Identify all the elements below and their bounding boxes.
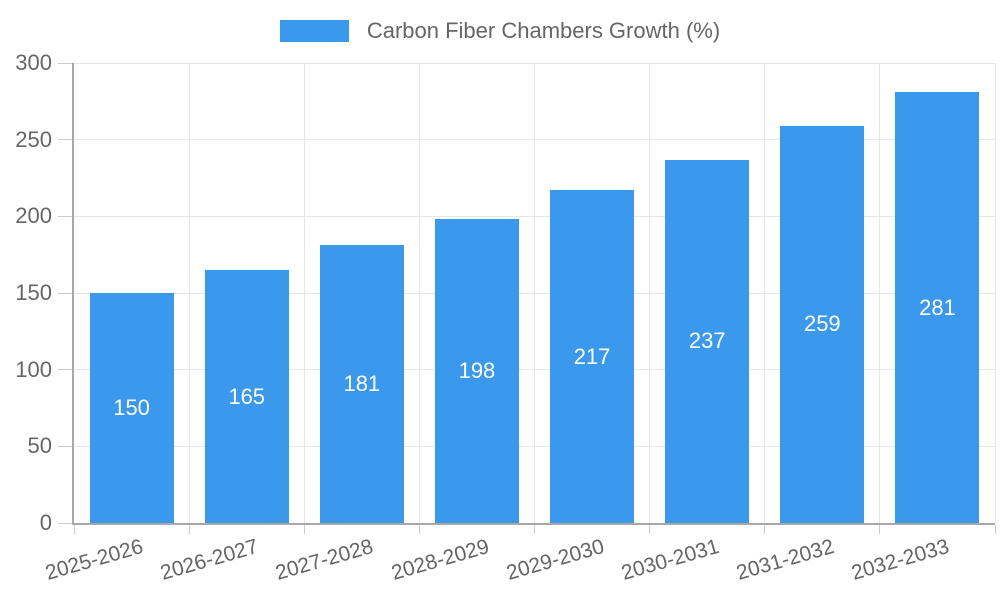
bar[interactable] (665, 159, 750, 523)
y-axis-tick-label: 200 (15, 203, 52, 229)
bar[interactable] (780, 125, 865, 523)
gridline-vertical (534, 63, 535, 523)
x-axis-tick-label: 2026-2027 (158, 535, 262, 585)
gridline-vertical (188, 63, 190, 523)
x-axis-tick-label: 2028-2029 (388, 535, 492, 585)
bar[interactable] (204, 270, 289, 523)
x-axis-tick (303, 525, 305, 534)
bar[interactable] (895, 92, 980, 523)
gridline-vertical (303, 63, 305, 523)
x-axis-tick-label: 2031-2032 (733, 535, 837, 585)
x-axis-tick-label: 2027-2028 (273, 535, 377, 585)
x-axis-tick (994, 525, 996, 534)
x-axis-line (72, 523, 995, 525)
x-axis-tick-label: 2029-2030 (503, 535, 607, 585)
y-axis-tick-label: 300 (15, 50, 52, 75)
bar[interactable] (89, 293, 174, 523)
x-axis-tick (188, 525, 190, 534)
y-axis-tick (58, 445, 72, 447)
legend-label: Carbon Fiber Chambers Growth (%) (366, 18, 721, 43)
y-axis-line (72, 63, 74, 525)
gridline-vertical (418, 63, 420, 523)
x-axis-tick (73, 525, 75, 534)
y-axis-tick (58, 215, 72, 217)
gridline-vertical (764, 63, 766, 523)
y-axis-tick (58, 369, 72, 371)
x-axis-tick-label: 2025-2026 (43, 535, 146, 585)
y-axis-tick (58, 522, 72, 524)
x-axis-tick-label: 2032-2033 (848, 535, 952, 585)
x-axis-tick (879, 525, 881, 534)
x-axis-tick-label: 2030-2031 (618, 535, 722, 585)
bar[interactable] (434, 219, 519, 523)
y-axis-tick (58, 292, 72, 294)
y-axis-tick-label: 100 (15, 356, 52, 382)
y-axis-tick-label: 50 (27, 433, 52, 459)
y-axis-tick-label: 150 (15, 280, 52, 305)
y-axis-tick (58, 139, 72, 141)
x-axis-tick (418, 525, 420, 534)
gridline-vertical (649, 63, 651, 523)
chart-legend: Carbon Fiber Chambers Growth (%) (0, 18, 1000, 44)
legend-swatch-icon (279, 20, 349, 42)
x-axis-tick (534, 525, 535, 534)
bar[interactable] (550, 190, 635, 523)
gridline-vertical (879, 63, 881, 523)
y-axis-tick-label: 250 (15, 126, 52, 152)
bar[interactable] (319, 245, 404, 523)
x-axis-tick (764, 525, 766, 534)
y-axis-tick-label: 0 (39, 510, 52, 535)
gridline-vertical (994, 63, 996, 523)
x-axis-tick (649, 525, 651, 534)
y-axis-tick (58, 62, 72, 64)
legend-item[interactable]: Carbon Fiber Chambers Growth (%) (279, 18, 721, 44)
